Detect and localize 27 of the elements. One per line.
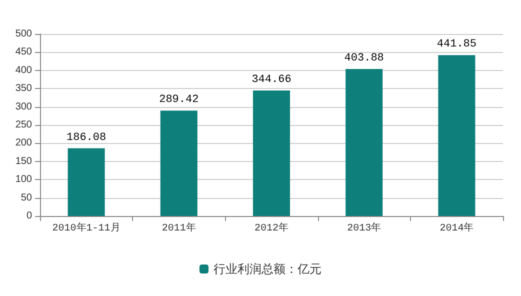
data-label: 441.85 <box>436 38 477 51</box>
bar <box>68 148 105 216</box>
bar <box>346 68 383 216</box>
x-tick-label: 2012年 <box>254 222 289 234</box>
y-tick-label: 100 <box>15 174 32 186</box>
legend-label: 行业利润总额：亿元 <box>214 262 322 276</box>
data-label: 344.66 <box>252 74 292 86</box>
bar <box>252 90 290 216</box>
y-tick-label: 300 <box>15 101 32 112</box>
data-label: 403.88 <box>344 52 384 64</box>
y-tick-label: 150 <box>15 156 32 167</box>
x-tick-label: 2011年 <box>162 222 196 234</box>
y-tick-label: 450 <box>15 46 32 58</box>
x-tick-label: 2010年1-11月 <box>52 222 120 234</box>
y-tick-label: 200 <box>15 138 32 149</box>
data-label: 289.42 <box>159 94 199 106</box>
bar <box>438 55 476 216</box>
bar <box>160 110 198 216</box>
x-tick-label: 2013年 <box>347 222 382 234</box>
y-tick-label: 50 <box>20 192 32 204</box>
x-tick-label: 2014年 <box>440 222 474 234</box>
y-tick-label: 250 <box>15 120 32 130</box>
y-tick-label: 350 <box>15 83 32 94</box>
y-tick-label: 0 <box>26 210 32 222</box>
y-tick-label: 500 <box>15 28 32 40</box>
y-tick-label: 400 <box>15 64 32 76</box>
data-label: 186.08 <box>66 132 106 144</box>
